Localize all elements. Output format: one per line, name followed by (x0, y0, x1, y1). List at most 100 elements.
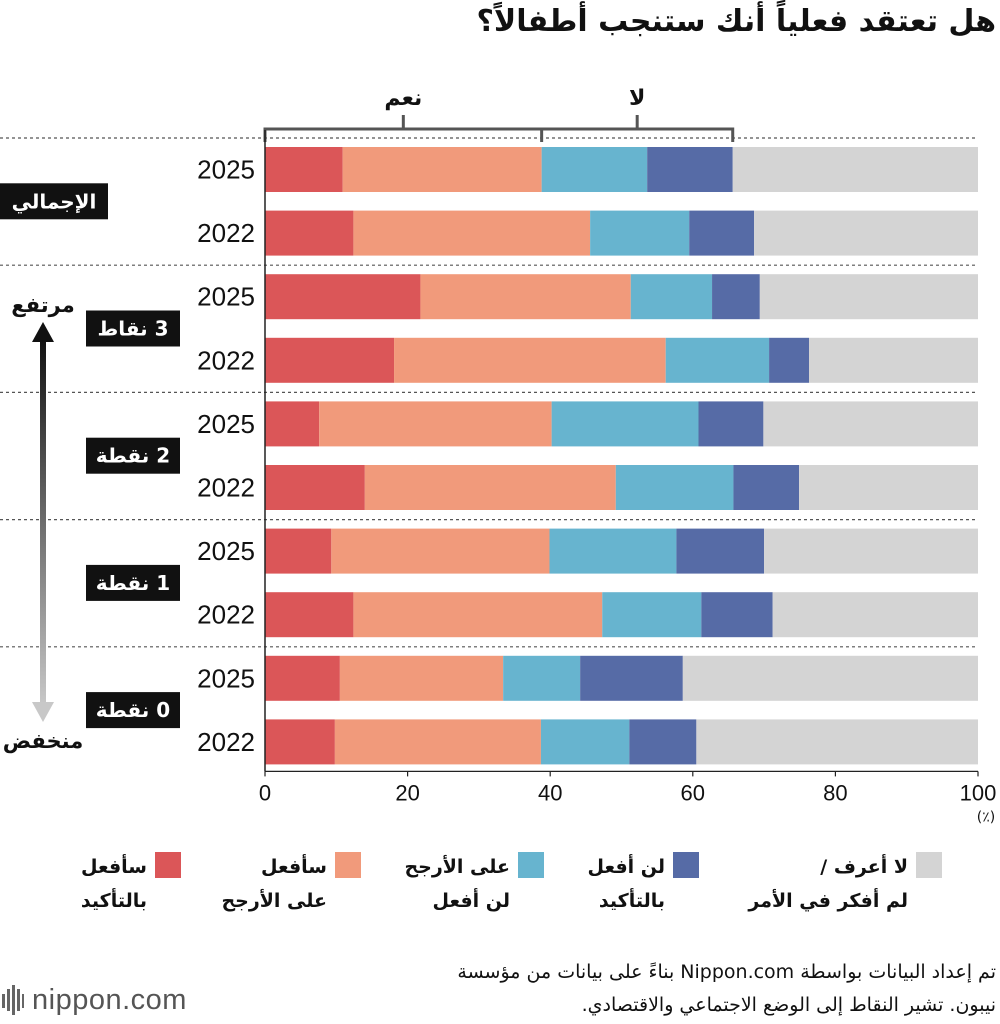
legend-item-definitely-wont: لن أفعل بالتأكيد (588, 850, 699, 918)
legend-label: لا أعرف / (820, 856, 908, 878)
bar-segment-probably-wont (503, 655, 581, 701)
bar-segment-probably-will (342, 147, 542, 192)
legend-label: على الأرجح (404, 856, 510, 878)
x-tick-label: 80 (823, 780, 847, 805)
group-label: الإجمالي (0, 183, 108, 220)
group-label-box (86, 692, 180, 729)
legend-swatch (518, 852, 544, 878)
bar-segment-probably-wont (630, 274, 713, 320)
group-labels: 2025 2022 الإجمالي 2025 2022 3 نقاط 2025 2022 2 … (0, 155, 255, 757)
bar-segment-dont-know (772, 592, 978, 638)
bar-segment-probably-will (364, 465, 616, 510)
scale-arrow: مرتفع منخفض (3, 293, 83, 753)
x-tick-label: 20 (395, 780, 419, 805)
bar-segment-probably-will (420, 274, 631, 320)
bar-segment-probably-wont (540, 719, 630, 765)
x-tick-label: 0 (259, 780, 271, 805)
year-label: 2025 (197, 663, 255, 693)
bar-segment-definitely-will (265, 465, 365, 510)
bar-segment-definitely-wont (689, 210, 755, 256)
bar-segment-dont-know (763, 401, 978, 447)
bar-segment-definitely-will (265, 147, 343, 192)
legend-label: على الأرجح (221, 890, 327, 912)
scale-arrow-down-head (32, 702, 54, 722)
bar-segment-dont-know (754, 210, 978, 256)
scale-high-label: مرتفع (11, 293, 74, 317)
legend-label: سأفعل (81, 856, 147, 878)
group-label: 1 نقطة (86, 564, 180, 601)
bar-segment-probably-will (339, 655, 504, 701)
legend-swatch (673, 852, 699, 878)
bar-segment-definitely-wont (580, 655, 683, 701)
group-label-text: 1 نقطة (96, 571, 170, 595)
group-label-box (86, 310, 180, 347)
group-label-text: 2 نقطة (96, 444, 170, 468)
bar-segment-definitely-wont (629, 719, 697, 765)
scale-low-label: منخفض (3, 729, 83, 753)
group-label: 2 نقطة (86, 437, 180, 474)
bar-segment-probably-will (394, 337, 666, 383)
legend-label: لن أفعل (432, 890, 510, 912)
bar-segment-probably-wont (549, 528, 677, 574)
bar-segment-dont-know (809, 337, 978, 383)
year-label: 2022 (197, 727, 255, 757)
x-axis: 0 20 40 60 80 100 (٪) (259, 130, 996, 825)
bar-segment-definitely-will (265, 401, 320, 447)
source-note-line-1: تم إعداد البيانات بواسطة Nippon.com بناء… (457, 961, 996, 983)
year-label: 2022 (197, 345, 255, 375)
legend-label: بالتأكيد (598, 890, 665, 912)
bar-segment-definitely-wont (769, 337, 810, 383)
bracket-no-label: لا (629, 86, 645, 111)
group-label-text: 0 نقطة (96, 698, 170, 722)
logo-text: nippon.com (32, 983, 187, 1016)
year-label: 2022 (197, 600, 255, 630)
yes-no-bracket: نعم لا (263, 86, 735, 142)
source-note-line-2: نيبون. تشير النقاط إلى الوضع الاجتماعي و… (581, 994, 996, 1016)
legend-item-probably-will: سأفعل على الأرجح (221, 850, 361, 918)
bar-segment-definitely-wont (712, 274, 760, 320)
bar-segment-dont-know (732, 147, 978, 192)
bar-segment-probably-will (353, 210, 591, 256)
group-label: 0 نقطة (86, 692, 180, 729)
bar-segment-dont-know (799, 465, 978, 510)
group-label-box (86, 437, 180, 474)
group-label: 3 نقاط (86, 310, 180, 347)
bar-segment-probably-wont (541, 147, 648, 192)
year-label: 2025 (197, 409, 255, 439)
year-label: 2025 (197, 155, 255, 185)
legend-item-dont-know: لا أعرف / لم أفكر في الأمر (748, 850, 942, 918)
group-label-box (0, 183, 108, 220)
bar-segment-probably-will (334, 719, 541, 765)
x-tick-label: 60 (681, 780, 705, 805)
scale-arrow-shaft (40, 338, 46, 706)
bar-segment-probably-wont (551, 401, 699, 447)
bar-segment-dont-know (764, 528, 978, 574)
x-tick-label: 40 (538, 780, 562, 805)
legend-item-definitely-will: سأفعل بالتأكيد (80, 850, 181, 918)
group-label-text: 3 نقاط (97, 317, 168, 341)
bar-segment-definitely-wont (698, 401, 764, 447)
bar-segment-definitely-will (265, 719, 335, 765)
legend-label: سأفعل (261, 856, 327, 878)
bar-segment-dont-know (696, 719, 978, 765)
bar-segment-definitely-will (265, 337, 395, 383)
legend-swatch (916, 852, 942, 878)
year-label: 2022 (197, 473, 255, 503)
bar-segment-definitely-wont (701, 592, 773, 638)
year-label: 2025 (197, 282, 255, 312)
legend-label: بالتأكيد (80, 890, 147, 912)
bar-rows (265, 147, 978, 765)
legend-label: لم أفكر في الأمر (748, 890, 908, 912)
bar-segment-probably-will (331, 528, 550, 574)
scale-arrow-up-head (32, 322, 54, 342)
group-separators (0, 137, 978, 648)
bar-segment-probably-will (353, 592, 603, 638)
year-label: 2022 (197, 218, 255, 248)
legend-swatch (155, 852, 181, 878)
x-unit-label: (٪) (977, 809, 995, 825)
group-label-box (86, 564, 180, 601)
bracket-no (541, 127, 735, 142)
x-tick-label: 100 (960, 780, 997, 805)
bar-segment-probably-wont (615, 465, 734, 510)
